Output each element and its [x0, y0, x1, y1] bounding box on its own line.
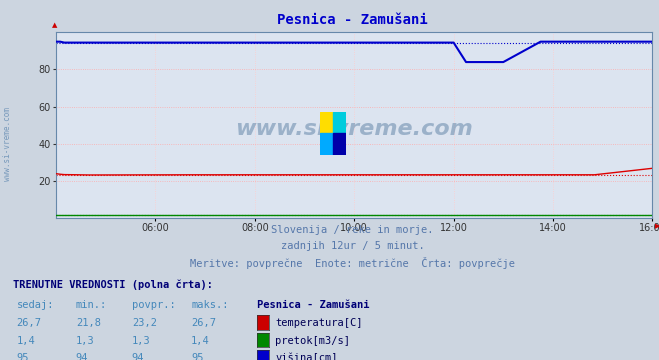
Text: Pesnica - Zamušani: Pesnica - Zamušani: [257, 300, 370, 310]
Text: zadnjih 12ur / 5 minut.: zadnjih 12ur / 5 minut.: [281, 241, 424, 251]
Bar: [320, 112, 333, 133]
Text: 1,4: 1,4: [191, 336, 210, 346]
Text: 1,4: 1,4: [16, 336, 35, 346]
Text: 94: 94: [132, 353, 144, 360]
Text: temperatura[C]: temperatura[C]: [275, 318, 363, 328]
Text: Slovenija / reke in morje.: Slovenija / reke in morje.: [272, 225, 434, 235]
Text: sedaj:: sedaj:: [16, 300, 54, 310]
Text: 1,3: 1,3: [76, 336, 94, 346]
Text: 95: 95: [16, 353, 29, 360]
Bar: [333, 133, 346, 155]
Bar: [320, 133, 333, 155]
Text: ▶: ▶: [655, 223, 659, 229]
Text: Pesnica - Zamušani: Pesnica - Zamušani: [277, 13, 428, 27]
Text: 94: 94: [76, 353, 88, 360]
Text: ▲: ▲: [52, 22, 57, 28]
Text: Meritve: povprečne  Enote: metrične  Črta: povprečje: Meritve: povprečne Enote: metrične Črta:…: [190, 257, 515, 269]
Text: maks.:: maks.:: [191, 300, 229, 310]
Text: povpr.:: povpr.:: [132, 300, 175, 310]
Text: 26,7: 26,7: [16, 318, 42, 328]
Text: 23,2: 23,2: [132, 318, 157, 328]
Text: www.si-vreme.com: www.si-vreme.com: [3, 107, 13, 181]
Text: 26,7: 26,7: [191, 318, 216, 328]
Text: 21,8: 21,8: [76, 318, 101, 328]
Text: www.si-vreme.com: www.si-vreme.com: [235, 119, 473, 139]
Bar: [333, 112, 346, 133]
Text: pretok[m3/s]: pretok[m3/s]: [275, 336, 351, 346]
Text: TRENUTNE VREDNOSTI (polna črta):: TRENUTNE VREDNOSTI (polna črta):: [13, 279, 213, 289]
Text: 95: 95: [191, 353, 204, 360]
Text: min.:: min.:: [76, 300, 107, 310]
Text: višina[cm]: višina[cm]: [275, 353, 338, 360]
Text: 1,3: 1,3: [132, 336, 150, 346]
